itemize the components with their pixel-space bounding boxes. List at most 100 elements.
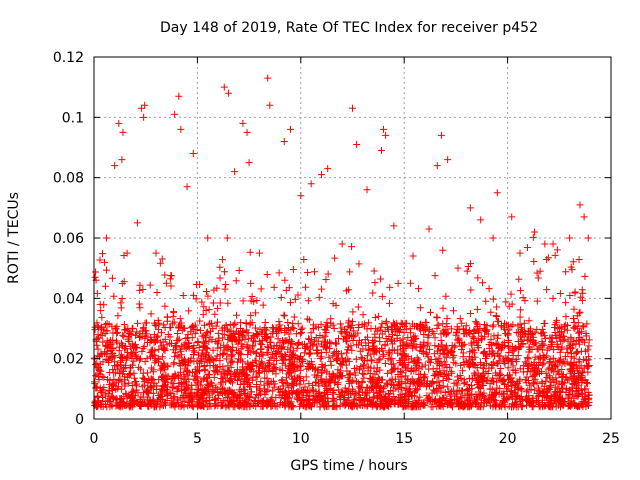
data-point <box>249 343 257 351</box>
data-point <box>365 345 373 353</box>
data-point <box>489 391 497 399</box>
data-point <box>354 303 362 311</box>
data-point <box>283 393 291 401</box>
data-point <box>232 277 240 285</box>
data-point <box>429 365 437 373</box>
data-point <box>141 319 149 327</box>
data-point <box>253 383 261 391</box>
data-point <box>473 364 481 372</box>
data-point <box>399 350 407 358</box>
data-point <box>440 367 448 375</box>
data-point <box>173 387 181 395</box>
data-point <box>406 388 414 396</box>
data-point <box>167 340 175 348</box>
data-point <box>562 353 570 361</box>
data-point <box>238 375 246 383</box>
data-point <box>229 350 237 358</box>
data-point <box>570 318 578 326</box>
data-point <box>495 390 503 398</box>
data-point <box>184 339 192 347</box>
data-point <box>336 369 344 377</box>
data-point <box>465 397 473 405</box>
data-point <box>435 354 443 362</box>
data-point <box>137 365 145 373</box>
data-point <box>232 337 240 345</box>
data-point <box>505 371 513 379</box>
data-point <box>331 402 339 410</box>
data-point <box>441 389 449 397</box>
data-point <box>264 349 272 357</box>
data-point <box>514 385 522 393</box>
data-point <box>290 313 298 321</box>
data-point <box>254 330 262 338</box>
data-point <box>491 401 499 409</box>
data-point <box>495 403 503 411</box>
data-point <box>109 329 117 337</box>
data-point <box>473 319 481 327</box>
data-point <box>546 355 554 363</box>
data-point <box>439 382 447 390</box>
data-point <box>182 344 190 352</box>
data-point <box>279 339 287 347</box>
data-point <box>353 403 361 411</box>
data-point <box>347 389 355 397</box>
data-point <box>581 272 589 280</box>
data-point <box>95 376 103 384</box>
data-point <box>386 356 394 364</box>
data-point <box>369 338 377 346</box>
data-point <box>110 292 118 300</box>
data-point <box>378 376 386 384</box>
data-point <box>324 165 332 173</box>
data-point <box>501 325 509 333</box>
data-point <box>477 360 485 368</box>
data-point <box>430 397 438 405</box>
data-point <box>238 363 246 371</box>
data-point <box>304 397 312 405</box>
data-point <box>454 264 462 272</box>
data-point <box>92 384 100 392</box>
data-point <box>217 402 225 410</box>
data-point <box>368 357 376 365</box>
data-point <box>220 83 228 91</box>
data-point <box>400 329 408 337</box>
data-point <box>550 399 558 407</box>
data-point <box>114 328 122 336</box>
data-point <box>477 336 485 344</box>
data-point <box>251 357 259 365</box>
data-point <box>220 330 228 338</box>
data-point <box>200 391 208 399</box>
data-point <box>103 348 111 356</box>
data-point <box>432 356 440 364</box>
data-point <box>478 279 486 287</box>
data-point <box>577 293 585 301</box>
data-point <box>142 332 150 340</box>
data-point <box>473 305 481 313</box>
data-point <box>557 323 565 331</box>
data-point <box>210 367 218 375</box>
data-point <box>159 338 167 346</box>
data-point <box>583 320 591 328</box>
data-point <box>150 403 158 411</box>
data-point <box>475 383 483 391</box>
data-point <box>199 311 207 319</box>
data-point <box>228 336 236 344</box>
y-tick-label: 0.08 <box>53 171 84 187</box>
data-point <box>391 364 399 372</box>
data-point <box>308 403 316 411</box>
data-point <box>553 377 561 385</box>
data-point <box>516 365 524 373</box>
data-point <box>567 400 575 408</box>
data-point <box>422 349 430 357</box>
data-point <box>156 259 164 267</box>
data-point <box>466 326 474 334</box>
data-point <box>381 327 389 335</box>
data-point <box>178 326 186 334</box>
data-point <box>574 389 582 397</box>
data-point <box>517 393 525 401</box>
data-point <box>153 382 161 390</box>
data-point <box>489 374 497 382</box>
data-point <box>337 360 345 368</box>
data-point <box>581 398 589 406</box>
data-point <box>116 353 124 361</box>
data-point <box>506 387 514 395</box>
